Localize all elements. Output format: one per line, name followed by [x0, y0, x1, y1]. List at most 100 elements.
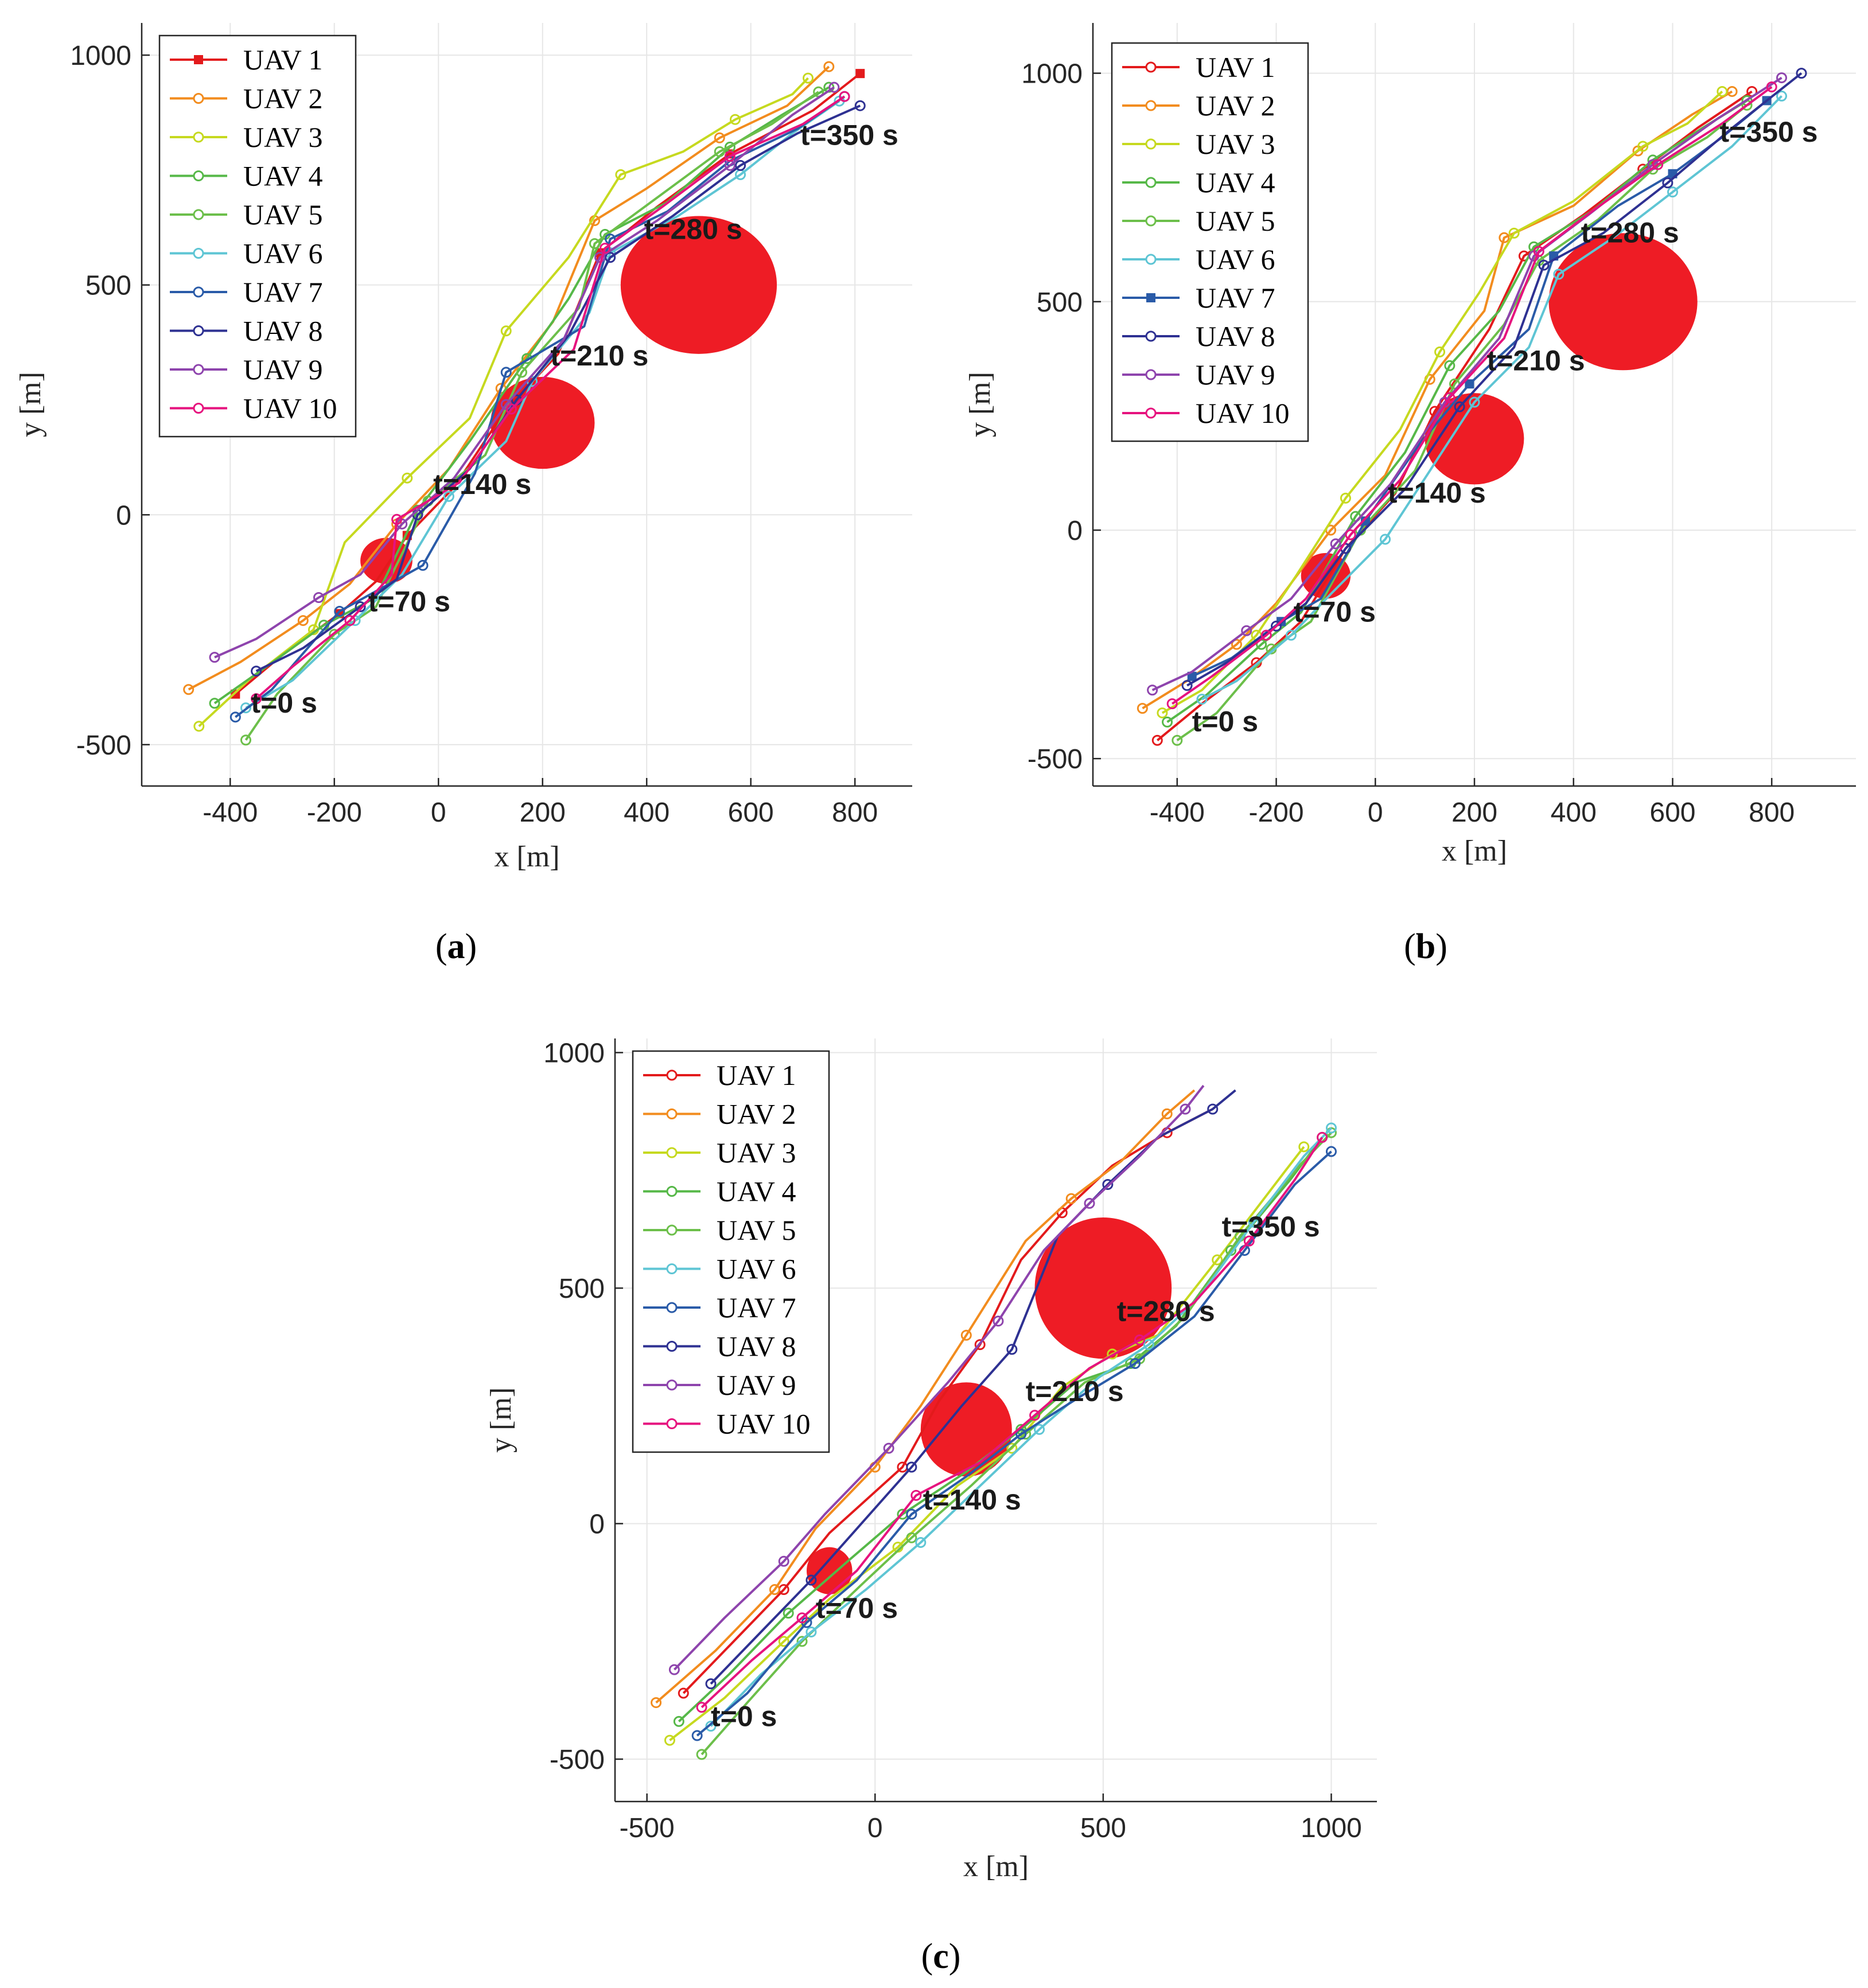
- trajectory-marker: [505, 403, 517, 415]
- caption-open-paren: (: [435, 927, 447, 966]
- time-label: t=70 s: [816, 1592, 898, 1624]
- trajectory-marker: [1181, 680, 1193, 691]
- trajectory-marker: [1212, 1254, 1223, 1266]
- trajectory-marker: [193, 721, 205, 732]
- trajectory-marker: [854, 100, 866, 111]
- legend-swatch-marker: [1145, 61, 1157, 73]
- caption-open-paren: (: [1404, 927, 1416, 966]
- time-label: t=70 s: [1294, 596, 1376, 628]
- trajectory-marker: [1248, 1216, 1259, 1228]
- time-label: t=210 s: [550, 340, 648, 372]
- trajectory-marker: [1325, 1122, 1337, 1134]
- trajectory-marker: [1766, 81, 1777, 92]
- x-axis-title: x [m]: [494, 841, 559, 873]
- x-tick-label: 200: [1451, 797, 1497, 828]
- x-tick-label: -400: [203, 797, 258, 828]
- time-label: t=280 s: [644, 213, 742, 246]
- legend-swatch-marker: [1145, 215, 1157, 227]
- trajectory-marker: [1241, 625, 1252, 636]
- x-tick-label: 400: [624, 797, 670, 828]
- trajectory-line: [1201, 95, 1783, 701]
- x-tick-label: 600: [1649, 797, 1695, 828]
- y-tick-label: 0: [116, 500, 131, 531]
- y-axis-title: y [m]: [964, 372, 997, 437]
- legend-label: UAV 1: [717, 1059, 796, 1091]
- legend-label: UAV 1: [1196, 51, 1275, 83]
- legend-swatch-marker: [666, 1263, 678, 1274]
- legend-swatch-marker: [1145, 369, 1157, 380]
- time-label: t=210 s: [1487, 344, 1585, 376]
- time-label: t=210 s: [1026, 1375, 1124, 1407]
- time-label: t=0 s: [251, 687, 317, 719]
- trajectory-marker: [1151, 734, 1163, 746]
- trajectory-marker: [668, 1664, 680, 1675]
- x-tick-label: 800: [1749, 797, 1795, 828]
- x-tick-label: 400: [1551, 797, 1597, 828]
- legend-label: UAV 3: [717, 1137, 796, 1169]
- trajectory-marker: [615, 169, 626, 180]
- trajectory-marker: [297, 615, 309, 627]
- legend-label: UAV 2: [1196, 90, 1275, 122]
- caption-close-paren: ): [465, 927, 477, 966]
- trajectory-marker: [664, 1734, 675, 1746]
- trajectory-line: [214, 86, 835, 659]
- y-tick-label: 0: [1067, 516, 1083, 546]
- obstacle-circle: [1548, 233, 1698, 371]
- trajectory-marker: [805, 1626, 817, 1637]
- caption-letter: a: [447, 927, 465, 966]
- legend-swatch-marker: [193, 209, 204, 220]
- plot-area: [651, 1084, 1337, 1760]
- panel-caption-b: (b): [1404, 927, 1447, 966]
- trajectory-marker: [1361, 516, 1370, 526]
- legend-label: UAV 10: [717, 1408, 810, 1440]
- trajectory-marker: [1196, 694, 1208, 705]
- legend-swatch-marker: [194, 55, 203, 64]
- trajectory-marker: [803, 72, 814, 84]
- trajectory-marker: [1285, 629, 1297, 641]
- legend-label: UAV 10: [1196, 397, 1289, 429]
- legend-swatch-marker: [193, 248, 204, 259]
- caption-close-paren: ): [949, 1937, 961, 1976]
- legend-label: UAV 5: [1196, 205, 1275, 237]
- trajectory-marker: [1130, 1357, 1141, 1369]
- trajectory-marker: [1006, 1442, 1018, 1454]
- trajectory-marker: [696, 1749, 707, 1760]
- legend-swatch-marker: [1145, 138, 1157, 150]
- trajectory-line: [673, 1084, 1205, 1671]
- trajectory-marker: [240, 734, 251, 746]
- trajectory-marker: [906, 1461, 917, 1473]
- trajectory-marker: [915, 1536, 927, 1548]
- trajectory-marker: [778, 1636, 789, 1647]
- legend-label: UAV 7: [1196, 282, 1275, 314]
- trajectory-marker: [1029, 1410, 1041, 1421]
- trajectory-marker: [910, 1489, 922, 1501]
- time-label: t=280 s: [1581, 216, 1679, 248]
- trajectory-marker: [589, 238, 600, 250]
- trajectory-marker: [1330, 538, 1341, 550]
- trajectory-line: [1161, 91, 1723, 714]
- legend-swatch-marker: [193, 170, 204, 181]
- trajectory-marker: [783, 1608, 794, 1619]
- x-tick-label: 0: [867, 1813, 883, 1843]
- trajectory-marker: [1084, 1197, 1095, 1209]
- trajectory-marker: [251, 693, 262, 705]
- legend-swatch-marker: [1145, 407, 1157, 419]
- legend-label: UAV 3: [243, 121, 322, 153]
- trajectory-line: [1172, 85, 1773, 705]
- time-label: t=280 s: [1117, 1295, 1215, 1328]
- trajectory-line: [255, 104, 861, 672]
- caption-close-paren: ): [1435, 927, 1447, 966]
- caption-letter: c: [933, 1937, 949, 1976]
- legend-label: UAV 8: [1196, 320, 1275, 352]
- trajectory-marker: [500, 325, 512, 337]
- trajectory-marker: [1776, 72, 1787, 84]
- trajectory-marker: [651, 1697, 662, 1709]
- trajectory-marker: [729, 114, 741, 125]
- trajectory-marker: [1143, 1339, 1154, 1351]
- trajectory-marker: [605, 252, 616, 263]
- x-tick-label: 200: [520, 797, 566, 828]
- trajectory-marker: [600, 243, 611, 254]
- time-label: t=0 s: [1192, 705, 1258, 737]
- time-label: t=350 s: [1222, 1211, 1320, 1243]
